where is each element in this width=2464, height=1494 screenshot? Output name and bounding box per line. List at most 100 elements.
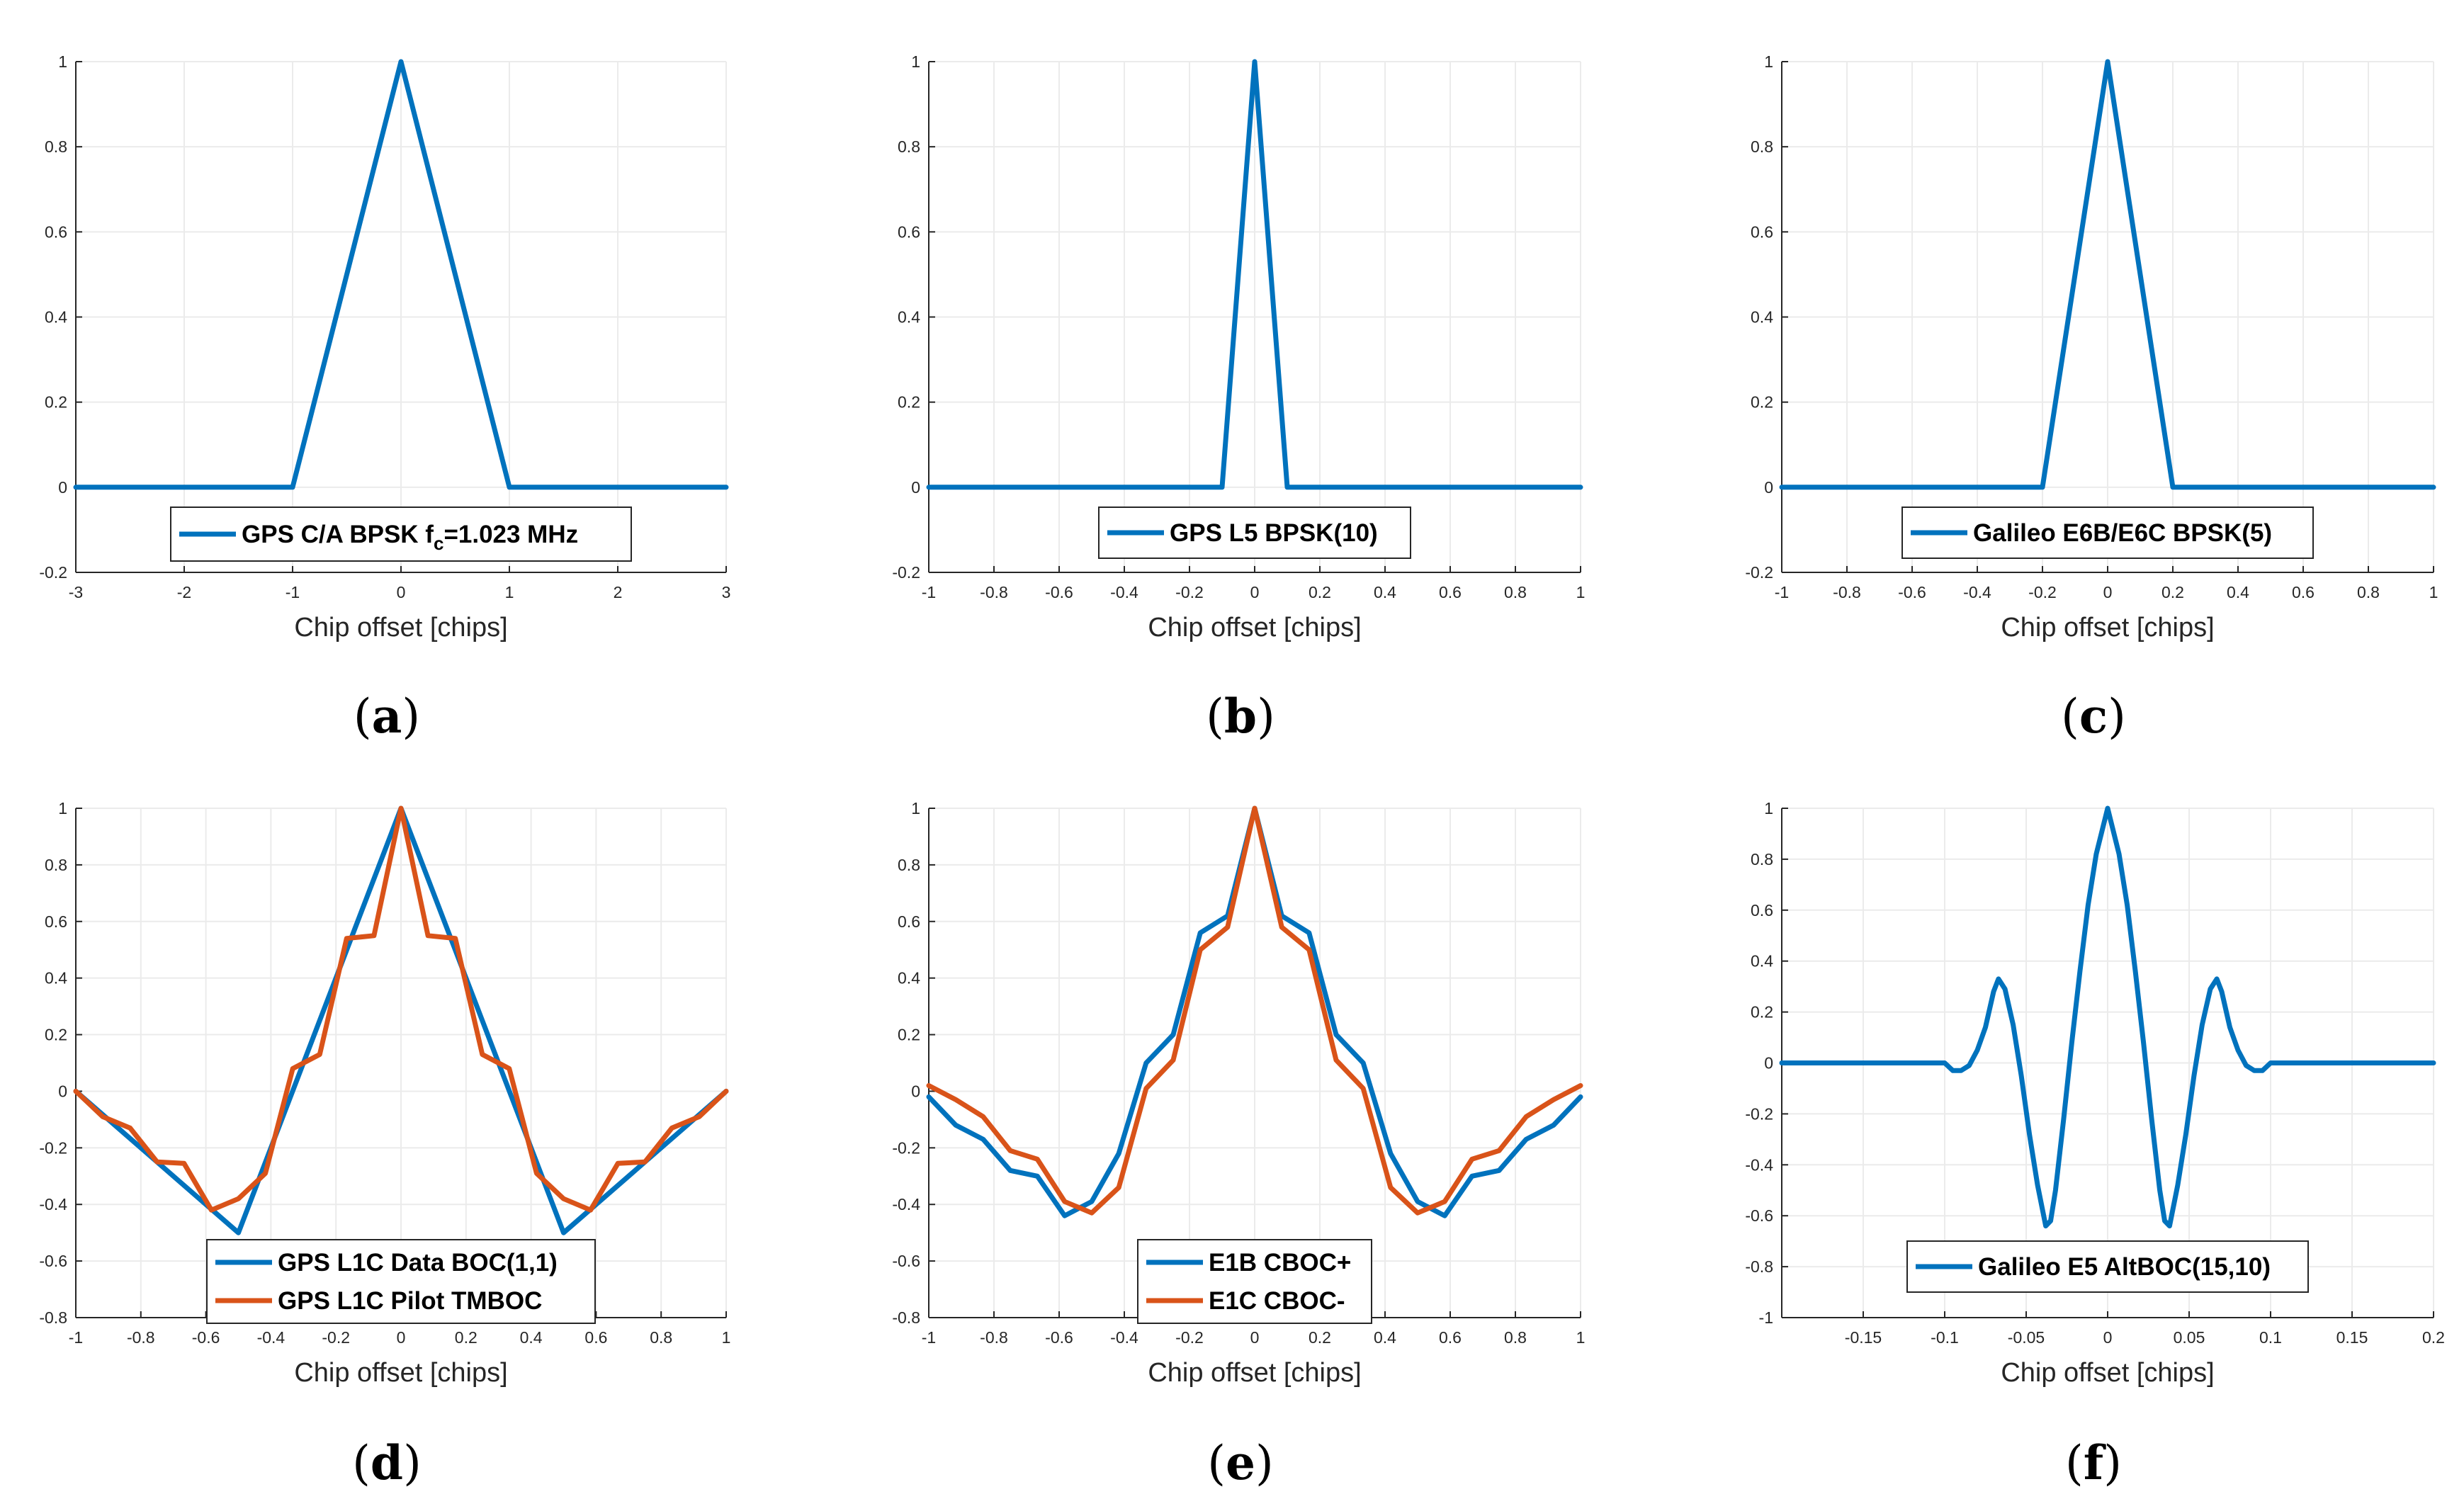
panel-caption: (f) [2065, 1435, 2122, 1490]
panel-caption: (e) [1207, 1435, 1274, 1490]
y-tick-label: 0.2 [898, 393, 920, 412]
x-tick-label: -0.1 [1931, 1328, 1959, 1347]
y-tick-label: -0.2 [39, 1138, 67, 1157]
x-tick-label: 0.6 [584, 1328, 607, 1347]
legend: Galileo E5 AltBOC(15,10) [1906, 1240, 2309, 1293]
x-axis-label: Chip offset [chips] [1148, 1358, 1361, 1388]
y-tick-label: -0.8 [892, 1308, 920, 1327]
x-tick-label: -1 [286, 583, 300, 601]
series-line-1 [1779, 59, 2436, 490]
y-tick-label: -0.4 [892, 1195, 920, 1213]
panel-e: -1 -0.8 -0.6 -0.4 -0.2 0 0.2 0.4 0.6 0.8 1-0.8-0.6… [892, 799, 1585, 1490]
y-tick-label: 0.2 [1751, 1003, 1773, 1022]
y-tick-label: 0.8 [45, 137, 67, 156]
x-tick-label: -1 [69, 1328, 83, 1347]
y-tick-label: -0.8 [39, 1308, 67, 1327]
x-tick-label: -0.4 [1963, 583, 1991, 601]
x-tick-label: -0.6 [1045, 583, 1073, 601]
legend-label-1: E1B CBOC+ [1209, 1249, 1351, 1277]
y-tick-label: 0.8 [898, 137, 920, 156]
series-line-1 [926, 59, 1583, 490]
x-tick-label: 0 [2103, 1328, 2113, 1347]
x-tick-label: 1 [505, 583, 514, 601]
y-tick-label: -1 [1759, 1308, 1773, 1327]
y-tick-label: 0 [1764, 478, 1773, 497]
x-tick-label: -0.4 [1110, 1328, 1138, 1347]
legend: GPS L1C Data BOC(1,1) GPS L1C Pilot TMBOC [206, 1239, 596, 1324]
panel-b: -1 -0.8 -0.6 -0.4 -0.2 0 0.2 0.4 0.6 0.8 1 -0.2 0 0.2… [892, 52, 1585, 744]
y-tick-label: 0 [1764, 1054, 1773, 1073]
x-tick-label: 0 [1250, 583, 1260, 601]
x-tick-label: 2 [614, 583, 623, 601]
legend-label-1: Galileo E6B/E6C BPSK(5) [1973, 519, 2272, 547]
y-tick-label: -0.6 [39, 1252, 67, 1270]
x-tick-label: -0.2 [2028, 583, 2057, 601]
x-tick-label: -0.4 [257, 1328, 286, 1347]
x-tick-label: 0.4 [1374, 1328, 1396, 1347]
y-tick-label: -0.2 [892, 563, 920, 582]
legend: Galileo E6B/E6C BPSK(5) [1901, 507, 2314, 559]
x-tick-label: -1 [1775, 583, 1789, 601]
y-tick-label: 0.2 [898, 1026, 920, 1044]
y-tick-label: 0.6 [1751, 901, 1773, 919]
y-tick-label: 0.8 [1751, 137, 1773, 156]
panel-caption: (c) [2061, 689, 2126, 744]
x-tick-label: 1 [1576, 1328, 1586, 1347]
x-tick-label: -0.6 [1898, 583, 1926, 601]
legend-label-1: GPS L5 BPSK(10) [1170, 519, 1378, 547]
y-tick-label: -0.6 [892, 1252, 920, 1270]
y-tick-label: 0.6 [1751, 222, 1773, 241]
y-tick-label: -0.2 [892, 1138, 920, 1157]
legend: E1B CBOC+ E1C CBOC- [1137, 1239, 1372, 1324]
x-tick-label: -3 [69, 583, 83, 601]
y-tick-label: -0.2 [1745, 563, 1773, 582]
x-tick-label: -0.8 [980, 1328, 1008, 1347]
x-tick-label: -0.15 [1845, 1328, 1882, 1347]
y-tick-label: -0.2 [39, 563, 67, 582]
y-tick-label: 0.6 [45, 222, 67, 241]
legend-box [206, 1239, 596, 1324]
y-tick-label: 0.6 [898, 222, 920, 241]
series-line-2 [926, 805, 1583, 1216]
panel-d: -1 -0.8 -0.6 -0.4 -0.2 0 0.2 0.4 0.6 0.8 1-0.8-0.6… [39, 799, 730, 1490]
x-tick-label: -0.8 [1833, 583, 1861, 601]
y-tick-label: 0.4 [898, 969, 920, 987]
y-tick-label: 1 [58, 799, 67, 817]
y-tick-label: 0.4 [1751, 308, 1773, 327]
y-tick-label: 0 [58, 1082, 67, 1100]
panel-a: -3 -2 -1 0 1 2 3 -0.2 0 0.2 0.4 0.6 0.8 1 Chip offset … [39, 52, 730, 744]
legend-box [1137, 1239, 1372, 1324]
y-tick-label: 0.8 [45, 856, 67, 874]
x-tick-label: 0 [397, 583, 406, 601]
x-axis-label: Chip offset [chips] [1148, 613, 1361, 643]
x-tick-label: -2 [177, 583, 191, 601]
legend-label-1: Galileo E5 AltBOC(15,10) [1978, 1253, 2271, 1281]
panel-c: -1 -0.8 -0.6 -0.4 -0.2 0 0.2 0.4 0.6 0.8 1 -0.2 0 0.2… [1745, 52, 2438, 744]
panel-caption: (b) [1206, 689, 1275, 744]
x-tick-label: 0.05 [2174, 1328, 2205, 1347]
legend-label-2: GPS L1C Pilot TMBOC [278, 1287, 542, 1315]
x-axis-label: Chip offset [chips] [294, 1358, 507, 1388]
x-tick-label: -1 [922, 583, 936, 601]
x-tick-label: 0.6 [2292, 583, 2315, 601]
y-tick-label: -0.4 [39, 1195, 67, 1213]
x-tick-label: -0.6 [1045, 1328, 1073, 1347]
y-tick-label: -0.6 [1745, 1206, 1773, 1225]
legend: GPS C/A BPSK fc=1.023 MHz [170, 507, 632, 562]
x-tick-label: 1 [722, 1328, 731, 1347]
x-tick-label: 1 [2429, 583, 2438, 601]
y-tick-label: 0.2 [45, 393, 67, 412]
x-tick-label: 0.8 [650, 1328, 672, 1347]
y-tick-label: 0.8 [1751, 850, 1773, 868]
y-tick-label: 0.4 [898, 308, 920, 327]
x-tick-label: -0.2 [1175, 583, 1204, 601]
legend-box [1901, 507, 2314, 559]
series-line-1 [73, 59, 729, 490]
y-tick-label: 1 [58, 52, 67, 71]
x-tick-label: -1 [922, 1328, 936, 1347]
series-line-1 [1779, 805, 2436, 1229]
x-axis-label: Chip offset [chips] [2001, 1358, 2214, 1388]
x-tick-label: 3 [722, 583, 731, 601]
x-tick-label: 0.4 [1374, 583, 1396, 601]
